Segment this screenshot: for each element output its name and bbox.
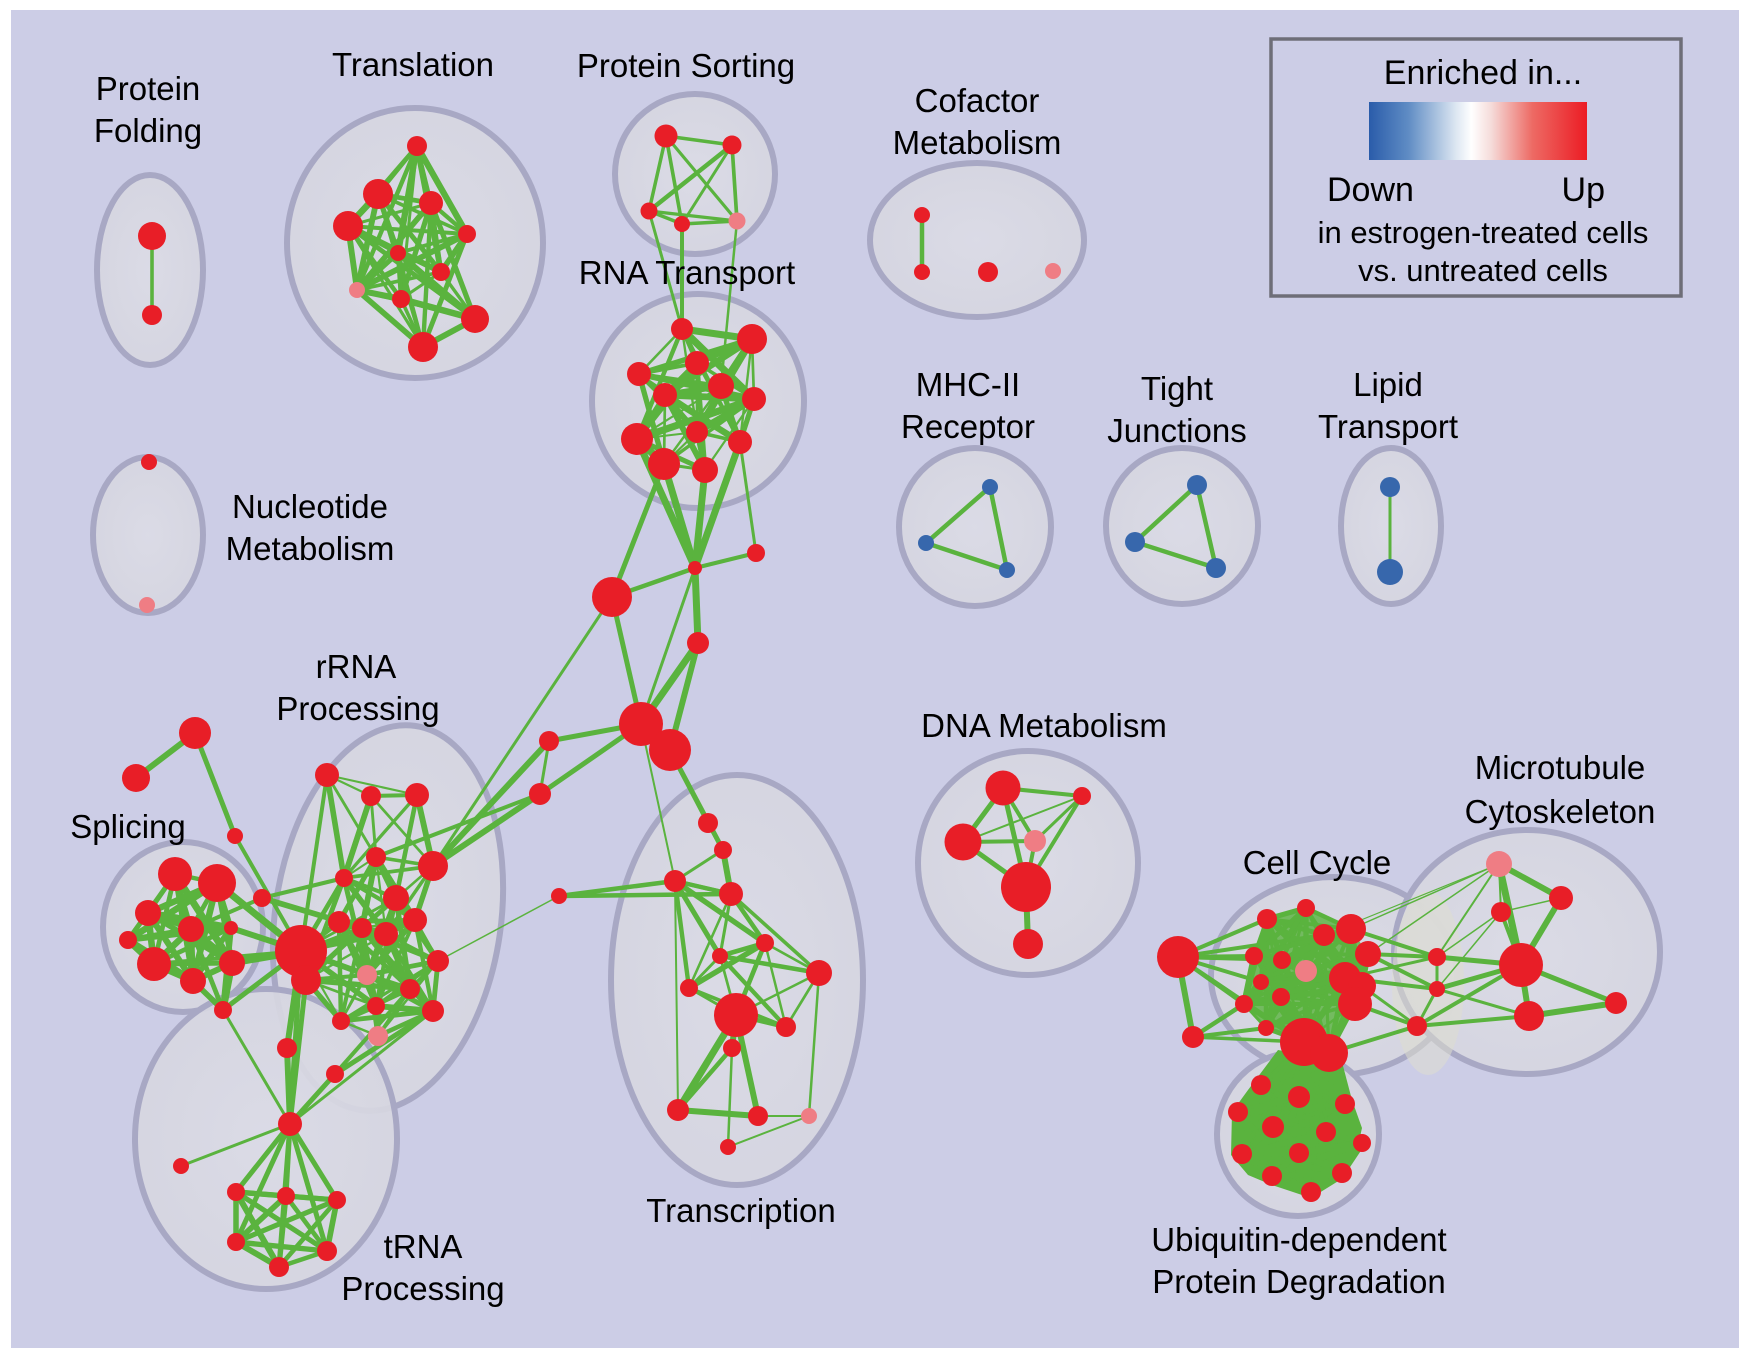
svg-text:DNA Metabolism: DNA Metabolism	[921, 707, 1167, 744]
svg-text:Nucleotide: Nucleotide	[232, 488, 388, 525]
svg-text:Down: Down	[1327, 171, 1414, 209]
svg-text:Receptor: Receptor	[901, 408, 1035, 445]
svg-text:Up: Up	[1562, 171, 1605, 209]
svg-text:Enriched in...: Enriched in...	[1384, 54, 1582, 92]
svg-text:vs. untreated cells: vs. untreated cells	[1358, 253, 1608, 288]
svg-text:in estrogen-treated cells: in estrogen-treated cells	[1318, 215, 1649, 250]
svg-text:Processing: Processing	[341, 1270, 504, 1307]
svg-text:Cell Cycle: Cell Cycle	[1243, 844, 1392, 881]
svg-text:Translation: Translation	[332, 46, 494, 83]
svg-text:Folding: Folding	[94, 112, 202, 149]
svg-text:Protein Sorting: Protein Sorting	[577, 47, 795, 84]
svg-text:Processing: Processing	[276, 690, 439, 727]
svg-text:Microtubule: Microtubule	[1475, 749, 1646, 786]
svg-text:Transcription: Transcription	[646, 1192, 836, 1229]
svg-text:Cytoskeleton: Cytoskeleton	[1465, 793, 1656, 830]
svg-text:Splicing: Splicing	[70, 808, 186, 845]
svg-text:Cofactor: Cofactor	[915, 82, 1040, 119]
svg-text:RNA Transport: RNA Transport	[579, 254, 795, 291]
svg-text:tRNA: tRNA	[384, 1228, 463, 1265]
svg-text:Ubiquitin-dependent: Ubiquitin-dependent	[1151, 1221, 1446, 1258]
svg-text:Metabolism: Metabolism	[893, 124, 1062, 161]
svg-text:MHC-II: MHC-II	[916, 366, 1020, 403]
svg-text:Junctions: Junctions	[1107, 412, 1246, 449]
svg-text:Protein: Protein	[96, 70, 201, 107]
svg-text:rRNA: rRNA	[316, 648, 397, 685]
svg-text:Lipid: Lipid	[1353, 366, 1423, 403]
svg-text:Tight: Tight	[1141, 370, 1213, 407]
svg-text:Transport: Transport	[1318, 408, 1458, 445]
svg-text:Protein Degradation: Protein Degradation	[1152, 1263, 1446, 1300]
svg-text:Metabolism: Metabolism	[226, 530, 395, 567]
